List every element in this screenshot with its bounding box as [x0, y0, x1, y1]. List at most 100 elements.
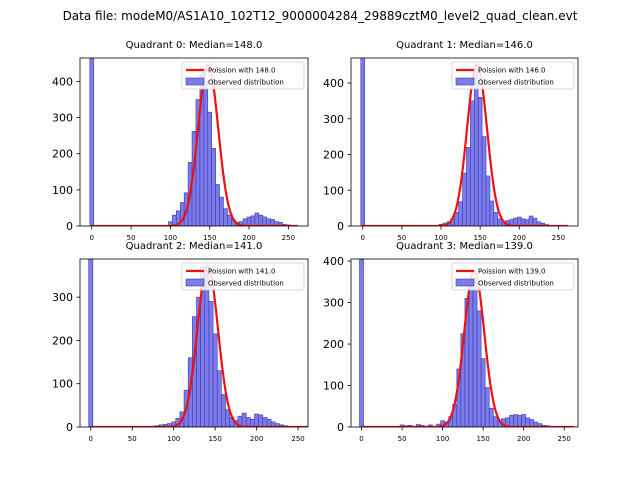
y-tick-label: 0: [337, 220, 344, 233]
histogram-bar: [219, 196, 224, 226]
axes-frame: [350, 57, 579, 227]
histogram-bar: [476, 310, 482, 427]
legend-observed-label: Observed distribution: [208, 79, 284, 87]
histogram-bar: [250, 215, 256, 226]
poisson-curve: [361, 269, 574, 427]
legend-poisson-label: Poission with 141.0: [208, 268, 276, 276]
histogram-bar: [470, 100, 475, 226]
histogram-bar: [492, 416, 498, 427]
histogram-bar: [359, 259, 364, 427]
quadrant-title: Quadrant 2: Median=141.0: [126, 241, 263, 252]
legend: Poission with 141.0 Observed distribution: [181, 262, 305, 291]
histogram-bar: [517, 216, 522, 226]
histogram-bar: [216, 370, 222, 427]
legend-bar-swatch: [185, 278, 205, 287]
histogram-bar: [203, 81, 209, 226]
histogram-bar: [208, 301, 214, 427]
histogram-bar: [480, 358, 486, 427]
x-tick-label: 50: [127, 234, 136, 242]
x-tick-label: 150: [208, 435, 221, 443]
x-tick-label: 250: [552, 234, 565, 242]
histogram-bar: [250, 418, 255, 427]
histogram-bar: [225, 409, 230, 427]
y-tick-label: 200: [52, 334, 73, 347]
y-tick-label: 300: [52, 291, 73, 304]
histogram-bar: [462, 172, 467, 226]
histogram-bar: [227, 214, 232, 226]
legend: Poission with 146.0 Observed distribution: [451, 61, 575, 90]
histogram-bar: [473, 68, 479, 226]
x-tick-label: 50: [398, 435, 407, 443]
y-tick-label: 100: [52, 184, 73, 197]
x-tick-label: 150: [476, 435, 489, 443]
histogram-bar: [89, 58, 95, 226]
histogram-bar: [266, 418, 272, 427]
histogram-bar: [215, 184, 220, 226]
x-tick-label: 200: [242, 234, 255, 242]
x-tick-label: 250: [558, 435, 571, 443]
histogram-bar: [258, 214, 264, 226]
histogram-bar: [489, 200, 495, 226]
legend-observed-label: Observed distribution: [478, 79, 554, 87]
y-tick-label: 100: [323, 380, 344, 393]
legend-observed-label: Observed distribution: [208, 280, 284, 288]
y-tick-label: 300: [323, 297, 344, 310]
histogram-bar: [472, 277, 478, 427]
y-tick-label: 200: [323, 338, 344, 351]
legend-poisson-label: Poission with 148.0: [208, 67, 276, 75]
histogram-bar: [509, 415, 514, 427]
x-tick-label: 200: [517, 435, 530, 443]
histogram-bar: [532, 217, 538, 226]
x-tick-label: 0: [89, 435, 93, 443]
x-tick-label: 250: [291, 435, 304, 443]
x-tick-label: 100: [167, 435, 180, 443]
x-tick-label: 200: [513, 234, 526, 242]
x-tick-label: 150: [203, 234, 216, 242]
quadrant-1-chart: 0 50 100 150 200 250 0 100 200 300 400 Quadrant 1: …: [323, 40, 579, 242]
x-tick-label: 0: [359, 435, 363, 443]
x-tick-label: 50: [397, 234, 406, 242]
histogram-bar: [221, 394, 226, 427]
histogram-bar: [88, 259, 94, 427]
axes-frame: [79, 57, 309, 227]
legend-observed-label: Observed distribution: [478, 280, 554, 288]
histogram-bar: [212, 333, 218, 427]
histogram-bar: [493, 212, 499, 226]
histogram-bar: [485, 175, 491, 226]
histogram-bar: [223, 208, 228, 226]
legend: Poission with 139.0 Observed distribution: [451, 262, 575, 291]
y-tick-label: 100: [323, 184, 344, 197]
x-tick-label: 150: [473, 234, 486, 242]
legend-bar-swatch: [455, 77, 475, 86]
histogram-bar: [262, 216, 268, 226]
legend: Poission with 148.0 Observed distribution: [181, 61, 305, 90]
histogram-bar: [484, 387, 490, 427]
histogram-bar: [481, 136, 487, 226]
figure-suptitle: Data file: modeM0/AS1A10_102T12_90000042…: [63, 9, 578, 23]
poisson-curve: [362, 63, 568, 226]
histogram-bar: [254, 212, 260, 226]
quadrant-0-chart: 0 50 100 150 200 250 0 100 200 300 400 Quadrant 0: …: [52, 40, 309, 242]
x-tick-label: 100: [164, 234, 177, 242]
y-tick-label: 300: [323, 113, 344, 126]
x-tick-label: 0: [90, 234, 94, 242]
histogram-bar: [241, 412, 247, 427]
y-tick-label: 0: [66, 421, 73, 434]
x-tick-label: 250: [282, 234, 295, 242]
x-tick-label: 200: [250, 435, 263, 443]
y-tick-label: 0: [337, 421, 344, 434]
axes-frame: [350, 258, 579, 428]
legend-poisson-label: Poission with 146.0: [478, 67, 546, 75]
quadrant-2-chart: 0 50 100 150 200 250 0 100 200 300 Quadrant 2: Med…: [52, 241, 309, 443]
quadrant-title: Quadrant 1: Median=146.0: [396, 40, 533, 51]
histogram-bar: [513, 414, 518, 427]
histogram-bar: [204, 270, 210, 427]
quadrant-3-chart: 0 50 100 150 200 250 0 100 200 300 400 Quadrant 3: …: [323, 241, 579, 443]
legend-bar-swatch: [185, 77, 205, 86]
histogram-bar: [517, 415, 522, 427]
x-tick-label: 100: [436, 435, 449, 443]
legend-bar-swatch: [455, 278, 475, 287]
histogram-bar: [488, 408, 494, 427]
histogram-bar: [466, 147, 471, 226]
